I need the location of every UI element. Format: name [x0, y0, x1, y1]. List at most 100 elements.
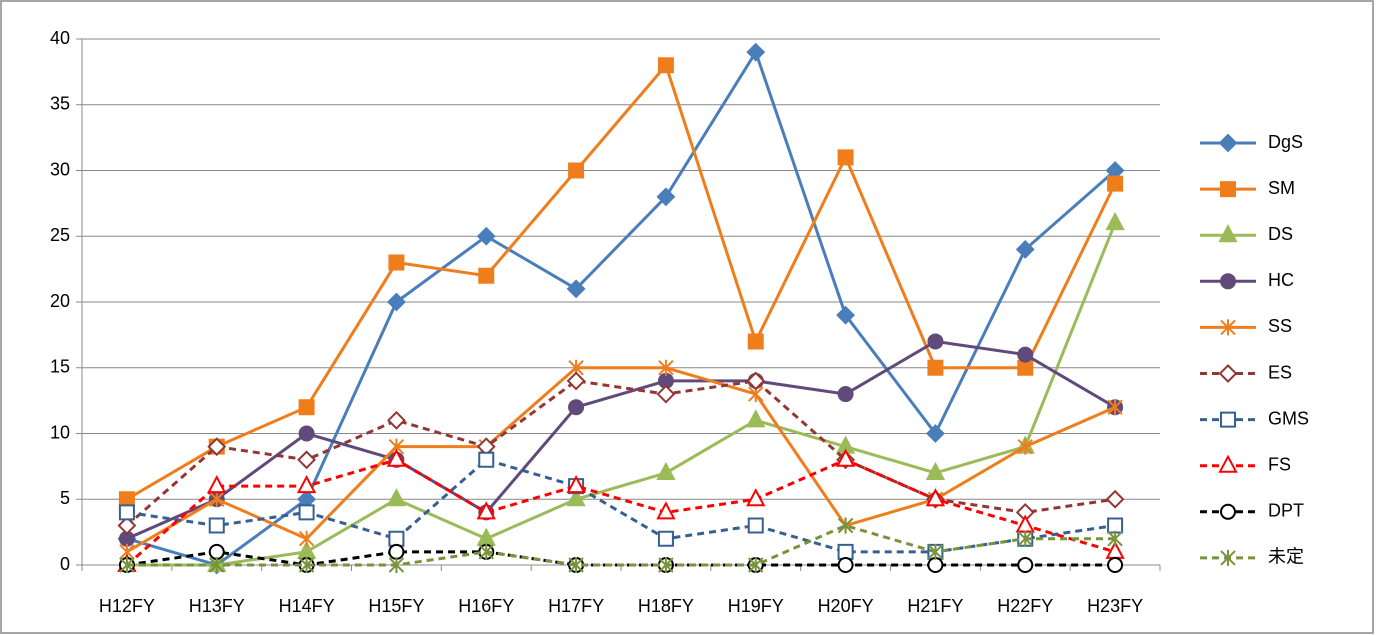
data-point	[656, 187, 676, 207]
data-point	[387, 292, 406, 312]
data-point	[298, 557, 315, 573]
legend-marker	[1218, 224, 1238, 243]
data-point	[566, 474, 586, 494]
x-tick-label: H13FY	[189, 596, 245, 616]
data-point	[1017, 359, 1034, 376]
data-point	[118, 504, 135, 521]
data-point	[298, 530, 315, 547]
data-point	[746, 409, 766, 428]
data-point	[1017, 530, 1033, 547]
legend-marker	[1220, 503, 1236, 520]
data-point	[476, 501, 496, 520]
data-point	[117, 516, 137, 535]
data-point	[1107, 517, 1124, 534]
data-point	[568, 399, 585, 416]
series-line	[126, 62, 1117, 501]
y-tick-label: 15	[50, 357, 70, 377]
legend-marker	[1220, 319, 1236, 336]
x-tick-label: H16FY	[458, 596, 514, 616]
series-line	[126, 339, 1116, 541]
data-point	[837, 517, 854, 534]
data-point	[568, 162, 585, 179]
data-point	[207, 437, 227, 457]
data-point	[925, 488, 946, 507]
data-point	[386, 448, 407, 467]
data-point	[837, 149, 854, 166]
legend-label: FS	[1268, 454, 1291, 474]
y-tick-label: 25	[50, 225, 70, 245]
legend-label: ES	[1268, 362, 1292, 382]
x-tick-label: H23FY	[1087, 596, 1143, 616]
data-point	[836, 305, 855, 325]
data-point	[566, 488, 586, 507]
legend-marker	[1220, 181, 1236, 198]
y-tick-label: 20	[50, 291, 70, 311]
x-tick-label: H19FY	[728, 596, 784, 616]
x-tick-label: H22FY	[997, 596, 1053, 616]
data-point	[208, 543, 225, 560]
data-point	[387, 410, 406, 430]
series-line	[126, 222, 1117, 567]
data-point	[1105, 489, 1125, 509]
data-point	[1107, 557, 1124, 573]
data-point	[656, 384, 676, 404]
y-tick-label: 40	[50, 28, 70, 48]
legend-marker	[1220, 549, 1236, 566]
data-point	[566, 279, 586, 299]
data-point	[478, 267, 495, 284]
data-point	[207, 474, 227, 494]
data-point	[927, 557, 944, 573]
x-tick-label: H15FY	[368, 596, 424, 616]
data-point	[837, 557, 854, 573]
data-point	[747, 517, 764, 534]
series-line	[126, 523, 1116, 567]
data-point	[657, 530, 674, 547]
data-point	[209, 557, 225, 573]
data-point	[388, 530, 405, 547]
data-point	[927, 333, 944, 350]
data-point	[296, 474, 317, 494]
data-point	[388, 543, 405, 560]
data-point	[566, 371, 586, 391]
data-point	[1107, 175, 1124, 192]
legend-label: DPT	[1268, 501, 1304, 521]
data-point	[658, 557, 674, 573]
data-point	[298, 425, 315, 442]
data-point	[656, 501, 676, 520]
data-point	[1105, 211, 1125, 231]
data-point	[118, 491, 135, 508]
data-point	[297, 450, 316, 470]
legend-marker	[1218, 454, 1238, 473]
data-point	[657, 57, 674, 74]
legend-label: HC	[1268, 270, 1294, 290]
data-point	[926, 424, 945, 443]
data-point	[746, 371, 766, 391]
legend-label: GMS	[1268, 408, 1309, 428]
x-tick-label: H20FY	[818, 596, 874, 616]
series-line	[125, 458, 1116, 567]
y-tick-label: 5	[60, 488, 70, 508]
data-point	[119, 557, 135, 573]
data-point	[656, 461, 676, 480]
data-point	[478, 543, 494, 560]
legend-label: SS	[1268, 316, 1292, 336]
y-tick-label: 0	[60, 554, 70, 574]
data-point	[1017, 557, 1034, 573]
y-tick-label: 30	[50, 159, 70, 179]
y-tick-label: 35	[50, 94, 70, 114]
legend-label: 未定	[1268, 547, 1304, 567]
data-point	[298, 399, 315, 416]
data-point	[478, 451, 495, 468]
data-point	[568, 557, 584, 573]
data-point	[746, 42, 766, 62]
data-point	[1017, 438, 1033, 455]
data-point	[1015, 239, 1035, 259]
series-line	[126, 458, 1116, 554]
data-point	[388, 557, 405, 573]
series-line	[126, 366, 1116, 554]
x-tick-label: H18FY	[638, 596, 694, 616]
x-tick-label: H14FY	[279, 596, 335, 616]
x-tick-label: H17FY	[548, 596, 604, 616]
